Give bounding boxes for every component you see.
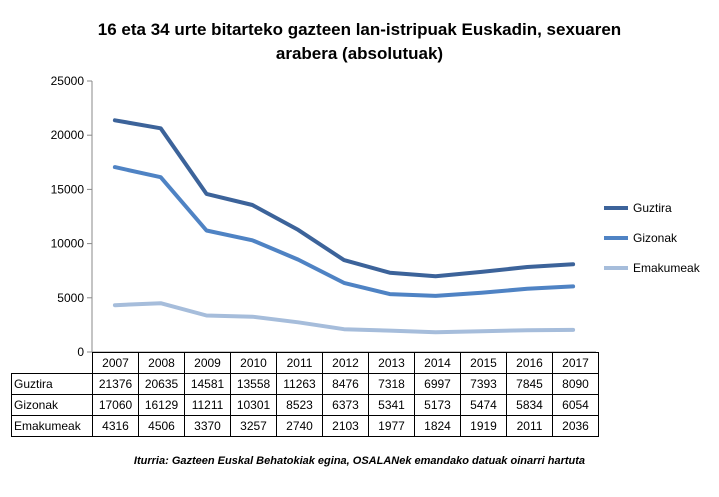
data-table-cell: 14581	[184, 373, 231, 395]
x-tick-label: 2016	[506, 352, 553, 374]
x-tick-label: 2008	[138, 352, 185, 374]
data-table-series-label: Guztira	[11, 373, 93, 395]
series-line-gizonak	[112, 165, 576, 298]
data-table-corner	[12, 353, 93, 374]
data-table-cell: 13558	[230, 373, 277, 395]
data-table-cell: 11211	[184, 394, 231, 416]
series-line-guztira	[112, 118, 576, 279]
data-table-cell: 1977	[368, 415, 415, 437]
x-tick-label: 2011	[276, 352, 323, 374]
chart-title-line-2: arabera (absolutuak)	[275, 44, 444, 63]
data-table-cell: 1824	[414, 415, 461, 437]
data-table-header-row: 2007 2008 2009 2010 2011 2012 2013 2014 2015 2016…	[12, 352, 599, 374]
x-tick-label: 2012	[322, 352, 369, 374]
legend-label-guztira: Guztira	[633, 201, 672, 215]
data-table-cell: 6373	[322, 394, 369, 416]
data-table-row: Gizonak 17060 16129 11211 10301 8523 6373 5341 5…	[11, 394, 599, 416]
data-table-series-label: Emakumeak	[11, 415, 93, 437]
data-table-cell: 5834	[506, 394, 553, 416]
data-table-cell: 7845	[506, 373, 553, 395]
x-tick-label: 2014	[414, 352, 461, 374]
y-tick-label: 0	[77, 345, 84, 359]
data-table-cell: 3370	[184, 415, 231, 437]
data-table-cell: 5173	[414, 394, 461, 416]
data-table-cell: 8523	[276, 394, 323, 416]
data-table-cell: 10301	[230, 394, 277, 416]
data-table-cell: 2103	[322, 415, 369, 437]
y-tick-label: 5000	[57, 291, 84, 305]
x-tick-label: 2013	[368, 352, 415, 374]
data-table-cell: 4506	[138, 415, 185, 437]
data-table-series-label: Gizonak	[11, 394, 93, 416]
data-table-cell: 16129	[138, 394, 185, 416]
data-table-cell: 2740	[276, 415, 323, 437]
series-lines	[112, 118, 576, 335]
source-note: Iturria: Gazteen Euskal Behatokiak egina…	[133, 455, 586, 467]
data-table-cell: 6997	[414, 373, 461, 395]
y-axis-ticks: 25000 20000 15000 10000 5000 0	[51, 74, 92, 359]
data-table-cell: 21376	[92, 373, 139, 395]
y-tick-label: 15000	[51, 182, 85, 196]
chart-axes	[91, 81, 596, 353]
y-tick-label: 20000	[51, 128, 85, 142]
x-tick-label: 2009	[184, 352, 231, 374]
data-table-cell: 11263	[276, 373, 323, 395]
data-table-cell: 7318	[368, 373, 415, 395]
legend-label-emakumeak: Emakumeak	[633, 261, 701, 275]
x-tick-label: 2017	[552, 352, 599, 374]
data-table-cell: 8476	[322, 373, 369, 395]
data-table-cell: 5474	[460, 394, 507, 416]
y-tick-label: 10000	[51, 237, 85, 251]
chart-title: 16 eta 34 urte bitarteko gazteen lan-ist…	[0, 18, 719, 66]
data-table-cell: 20635	[138, 373, 185, 395]
data-table-cell: 2036	[552, 415, 599, 437]
y-tick-label: 25000	[51, 74, 85, 88]
series-line-emakumeak	[112, 301, 576, 335]
data-table-row: Emakumeak 4316 4506 3370 3257 2740 2103 1977 182…	[11, 415, 599, 437]
data-table-cell: 2011	[506, 415, 553, 437]
data-table-cell: 8090	[552, 373, 599, 395]
data-table: 2007 2008 2009 2010 2011 2012 2013 2014 2015 2016…	[11, 352, 599, 437]
data-table-cell: 1919	[460, 415, 507, 437]
chart-title-line-1: 16 eta 34 urte bitarteko gazteen lan-ist…	[97, 20, 622, 39]
x-tick-label: 2015	[460, 352, 507, 374]
x-tick-label: 2010	[230, 352, 277, 374]
data-table-cell: 3257	[230, 415, 277, 437]
x-tick-label: 2007	[92, 352, 139, 374]
legend-label-gizonak: Gizonak	[633, 231, 678, 245]
data-table-cell: 17060	[92, 394, 139, 416]
data-table-row: Guztira 21376 20635 14581 13558 11263 8476 7318…	[11, 373, 599, 395]
data-table-cell: 7393	[460, 373, 507, 395]
data-table-cell: 4316	[92, 415, 139, 437]
chart-legend: Guztira Gizonak Emakumeak	[604, 201, 701, 275]
data-table-cell: 6054	[552, 394, 599, 416]
data-table-cell: 5341	[368, 394, 415, 416]
